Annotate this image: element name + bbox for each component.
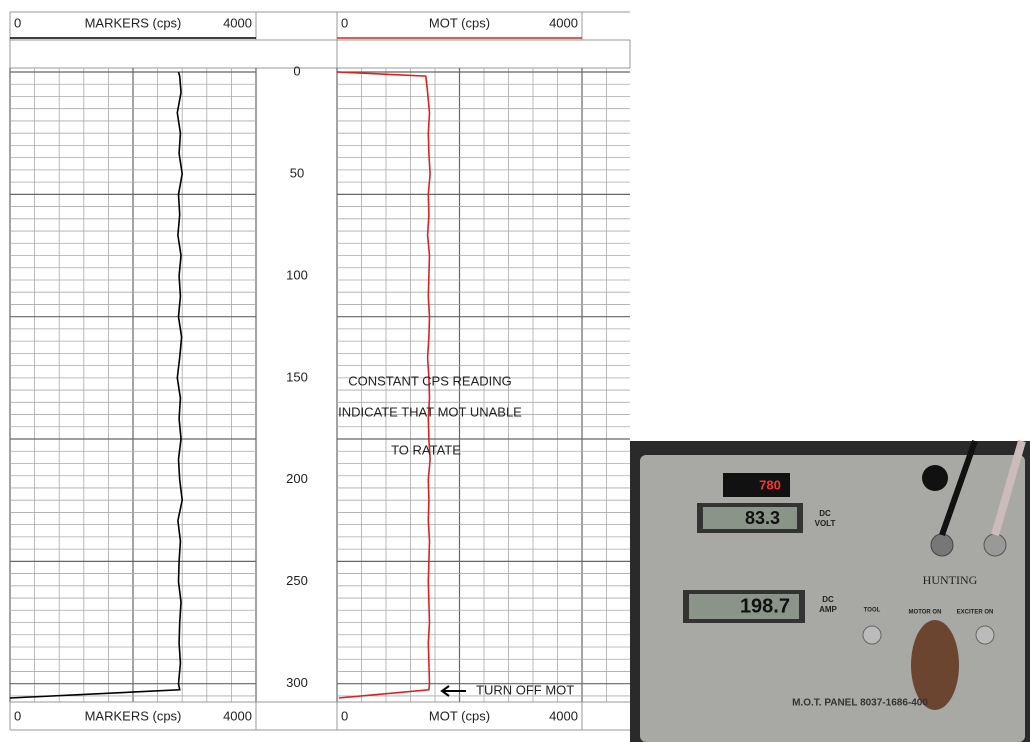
switch	[863, 626, 881, 644]
y-tick-label: 0	[293, 63, 300, 78]
legend-entry: MOT (cps)	[429, 15, 490, 30]
annotation-arrow	[442, 686, 466, 696]
small-display-text: 780	[759, 477, 781, 492]
y-tick-label: 50	[290, 165, 304, 180]
page: MARKERS (cps) 0 4000 MARKERS (cps) 0 4000 MOT …	[0, 0, 1030, 742]
switch-label: EXCITER ON	[957, 610, 994, 616]
switch-label: TOOL	[864, 608, 881, 614]
x-tick-label: 4000	[223, 15, 252, 30]
y-tick-label: 100	[286, 267, 308, 282]
y-tick-label: 200	[286, 471, 308, 486]
connector	[984, 534, 1006, 556]
x-tick-label: 0	[341, 15, 348, 30]
finger	[911, 620, 959, 710]
brand: HUNTING	[923, 573, 978, 587]
y-tick-label: 250	[286, 573, 308, 588]
amp-label: AMP	[819, 605, 837, 614]
x-tick-label: 4000	[549, 708, 578, 723]
connector	[931, 534, 953, 556]
x-tick-label: 0	[341, 708, 348, 723]
volt-label: VOLT	[815, 519, 836, 528]
annotation: INDICATE THAT MOT UNABLE	[338, 404, 522, 419]
x-tick-label: 0	[14, 15, 21, 30]
legend-entry: MOT (cps)	[429, 708, 490, 723]
switch	[976, 626, 994, 644]
legend-entry: MARKERS (cps)	[85, 708, 182, 723]
x-tick-label: 4000	[549, 15, 578, 30]
amp-display-text: 198.7	[740, 595, 790, 617]
knob	[922, 465, 948, 491]
legend-entry: MARKERS (cps)	[85, 15, 182, 30]
log-curve	[10, 72, 182, 698]
log-chart: MARKERS (cps) 0 4000 MARKERS (cps) 0 4000 MOT …	[10, 12, 630, 730]
header-box	[10, 40, 630, 68]
amp-label: DC	[822, 595, 834, 604]
volt-label: DC	[819, 509, 831, 518]
annotation: TURN OFF MOT	[476, 682, 574, 697]
y-tick-label: 300	[286, 675, 308, 690]
annotation: TO RATATE	[391, 442, 461, 457]
panel-label: M.O.T. PANEL 8037-1686-400	[792, 698, 928, 709]
annotation: CONSTANT CPS READING	[348, 373, 511, 388]
volt-display-text: 83.3	[745, 508, 780, 528]
y-tick-label: 150	[286, 369, 308, 384]
switch-label: MOTOR ON	[909, 610, 942, 616]
photo: 780 83.3 DC VOLT 198.7 DC AMP HUNTING TO…	[630, 441, 1030, 742]
x-tick-label: 4000	[223, 708, 252, 723]
x-tick-label: 0	[14, 708, 21, 723]
